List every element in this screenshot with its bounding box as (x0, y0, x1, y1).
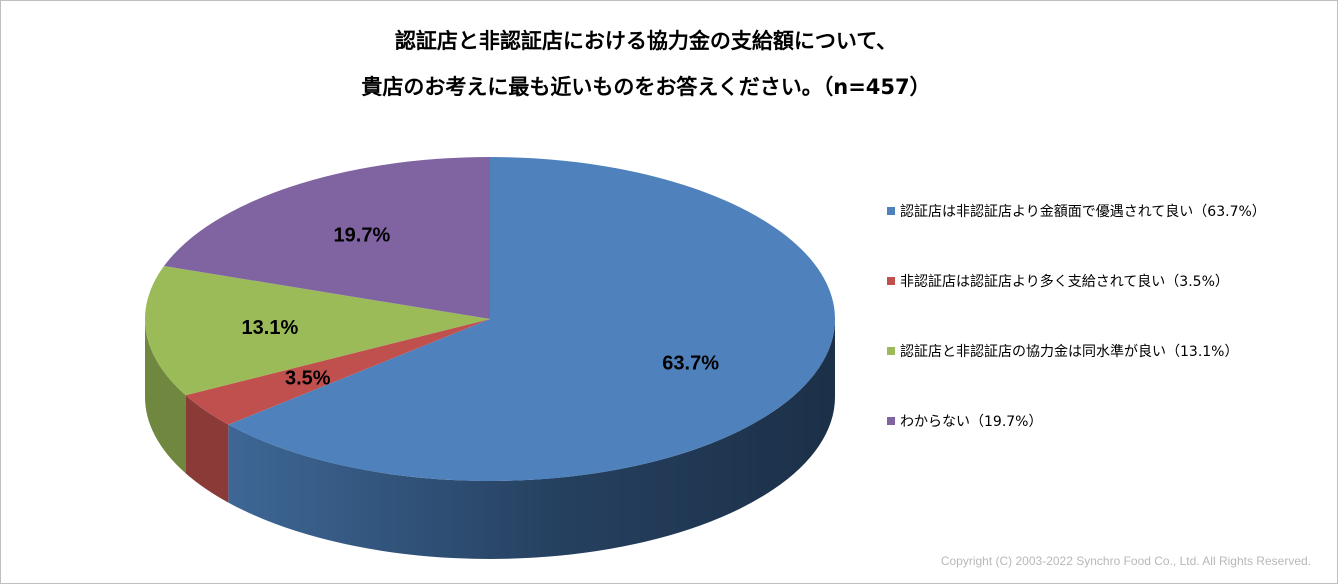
legend-label: わからない（19.7%） (900, 414, 1043, 430)
legend-item: 認証店と非認証店の協力金は同水準が良い（13.1%） (887, 341, 1238, 361)
legend-label: 認証店は非認証店より金額面で優遇されて良い（63.7%） (900, 204, 1266, 220)
chart-title-line-1: 認証店と非認証店における協力金の支給額について、 (394, 29, 898, 53)
pie-data-label-4: 19.7% (334, 225, 391, 247)
legend-item: 認証店は非認証店より金額面で優遇されて良い（63.7%） (887, 201, 1266, 221)
legend-item: わからない（19.7%） (887, 411, 1042, 431)
pie-slice-1 (228, 157, 836, 482)
legend-item: 非認証店は認証店より多く支給されて良い（3.5%） (887, 271, 1229, 291)
pie-slice-3 (144, 266, 490, 396)
chart-title-line-2: 貴店のお考えに最も近いものをお答えください。（n=457） (361, 75, 931, 99)
legend-swatch (887, 277, 895, 285)
pie-data-label-1: 63.7% (662, 352, 719, 374)
pie-data-label-2: 3.5% (285, 368, 331, 390)
pie-slice-2 (185, 319, 490, 425)
pie-side-3 (145, 319, 186, 474)
pie-side-1 (228, 319, 836, 559)
legend-label: 認証店と非認証店の協力金は同水準が良い（13.1%） (900, 344, 1239, 360)
legend-swatch (887, 207, 895, 215)
legend-swatch (887, 417, 895, 425)
pie-side-2 (185, 395, 229, 503)
legend-swatch (887, 347, 895, 355)
pie-slices (144, 157, 836, 482)
legend-label: 非認証店は認証店より多く支給されて良い（3.5%） (900, 274, 1229, 290)
copyright-text: Copyright (C) 2003-2022 Synchro Food Co.… (940, 554, 1311, 568)
pie-sides (145, 319, 836, 559)
pie-data-labels: 63.7% 3.5% 13.1% 19.7% (242, 225, 720, 390)
pie-slice-4 (163, 157, 490, 319)
pie-data-label-3: 13.1% (242, 317, 299, 339)
